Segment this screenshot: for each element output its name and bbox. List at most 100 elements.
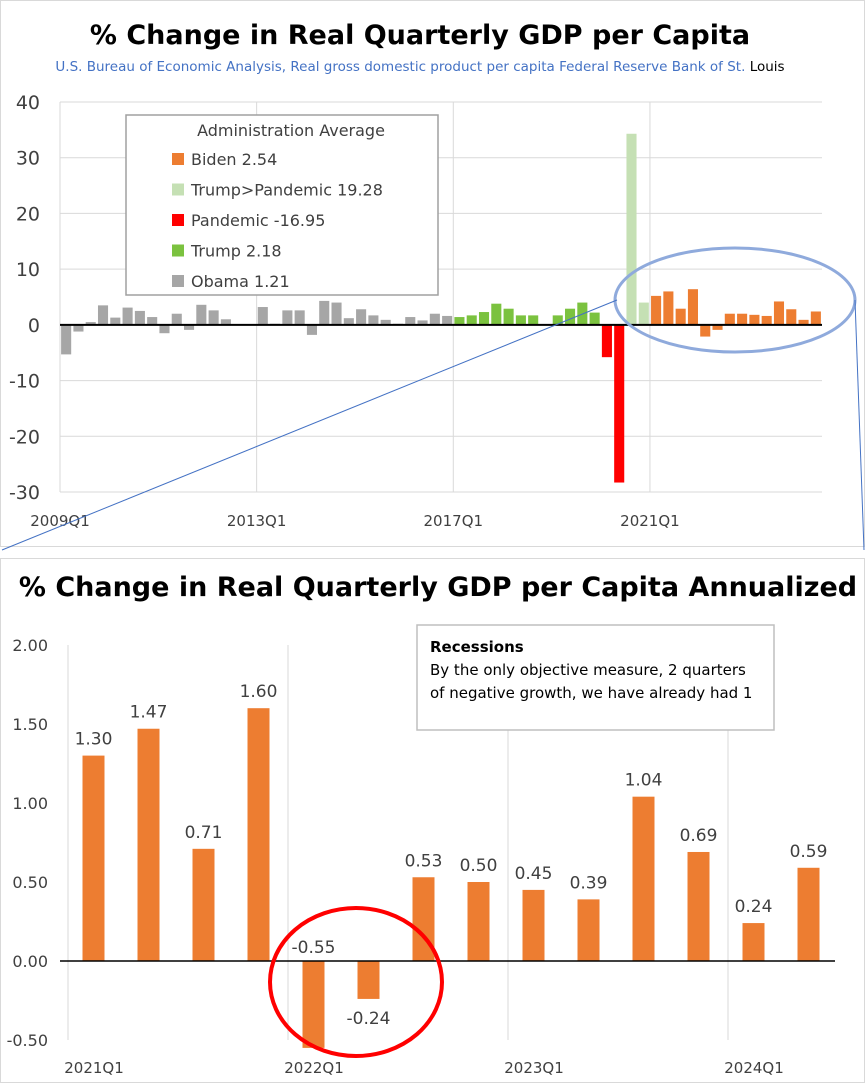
top-bar-obama <box>171 313 182 325</box>
top-bar-trump <box>589 312 600 325</box>
top-y-tick-label: 30 <box>16 148 40 170</box>
top-bar-biden <box>749 314 760 325</box>
top-bar-trump <box>515 315 526 325</box>
top-bar-obama <box>380 319 391 325</box>
top-bar-obama <box>85 322 96 325</box>
bottom-x-tick-label: 2021Q1 <box>64 1059 124 1077</box>
bottom-x-tick-label: 2024Q1 <box>724 1059 784 1077</box>
recessions-note-heading: Recessions <box>430 638 524 656</box>
top-bar-trump <box>454 317 465 325</box>
top-y-tick-label: -20 <box>9 426 40 448</box>
top-bar-trump <box>552 315 563 325</box>
bottom-chart-bars <box>60 708 835 1048</box>
top-bar-biden <box>773 301 785 325</box>
top-bar-obama <box>220 319 231 325</box>
bottom-bar <box>797 867 820 961</box>
bottom-data-label: -0.55 <box>292 938 336 958</box>
top-bar-biden <box>700 324 711 337</box>
top-bar-biden <box>675 308 686 325</box>
top-x-tick-label: 2013Q1 <box>227 512 287 530</box>
legend-label: Obama 1.21 <box>191 272 290 291</box>
top-bar-obama <box>343 318 354 325</box>
top-bar-obama <box>159 324 170 334</box>
top-bar-obama <box>429 313 440 325</box>
bottom-data-label: 1.04 <box>625 771 663 791</box>
legend-items: Biden 2.54 Trump>Pandemic 19.28 Pandemic -… <box>172 150 383 291</box>
top-bar-pandemic <box>601 324 612 358</box>
bottom-bar <box>137 728 160 961</box>
bottom-data-label: 1.60 <box>240 682 278 702</box>
top-bar-obama <box>208 310 219 325</box>
top-bar-biden <box>651 295 662 325</box>
top-bar-trump <box>528 315 539 325</box>
top-x-tick-label: 2017Q1 <box>424 512 484 530</box>
top-bar-obama <box>282 310 293 325</box>
bottom-x-tick-label: 2022Q1 <box>284 1059 344 1077</box>
top-bar-biden <box>724 313 735 325</box>
top-bar-obama <box>73 324 84 332</box>
legend-swatch <box>172 214 184 226</box>
bottom-data-label: 0.69 <box>680 826 718 846</box>
legend-swatch <box>172 244 184 257</box>
legend-swatch <box>172 275 184 287</box>
top-bar-obama <box>122 307 133 325</box>
bottom-y-tick-label: 1.50 <box>12 715 48 734</box>
bottom-chart-x-axis: 2021Q1 2022Q1 2023Q1 2024Q1 <box>64 1059 784 1077</box>
top-y-tick-label: -10 <box>9 371 40 393</box>
bottom-y-tick-label: 1.00 <box>12 794 48 813</box>
top-bar-trump-pandemic <box>626 133 637 325</box>
bottom-bar <box>577 899 600 961</box>
recessions-note-line-1: By the only objective measure, 2 quarter… <box>430 661 746 679</box>
bottom-data-label: 0.53 <box>405 851 443 871</box>
top-bar-obama <box>442 315 453 325</box>
top-bar-biden <box>687 289 698 325</box>
top-bar-biden <box>663 291 674 325</box>
top-chart-bars <box>60 133 822 483</box>
top-bar-obama <box>319 300 330 325</box>
legend-title: Administration Average <box>197 121 385 140</box>
bottom-chart-y-axis: 2.00 1.50 1.00 0.50 0.00 -0.50 <box>7 636 48 1050</box>
top-bar-obama <box>306 324 317 335</box>
top-y-tick-label: -30 <box>9 482 40 504</box>
bottom-bar <box>247 708 270 961</box>
top-bar-obama <box>294 310 305 325</box>
bottom-bar <box>742 923 765 961</box>
top-y-tick-label: 20 <box>16 203 40 225</box>
top-bar-trump <box>491 303 502 325</box>
top-bar-obama <box>134 310 145 325</box>
bottom-data-label: 0.71 <box>185 823 223 843</box>
top-bar-obama <box>184 324 195 330</box>
top-chart-subtitle: U.S. Bureau of Economic Analysis, Real g… <box>55 59 784 75</box>
bottom-y-tick-label: -0.50 <box>7 1031 48 1050</box>
zoom-connector-right <box>854 299 865 551</box>
top-bar-biden <box>737 313 748 325</box>
bottom-bar <box>467 882 490 961</box>
top-chart-x-axis: 2009Q1 2013Q1 2017Q1 2021Q1 <box>30 512 679 530</box>
bottom-bar <box>632 796 655 961</box>
top-bar-trump <box>503 308 514 325</box>
legend-swatch <box>172 153 184 165</box>
bottom-x-tick-label: 2023Q1 <box>504 1059 564 1077</box>
bottom-chart-data-labels: 1.30 1.47 0.71 1.60 -0.55 -0.24 0.53 0.50 0.45 0.… <box>75 682 828 1029</box>
top-bar-obama <box>368 315 379 325</box>
bottom-data-label: 0.39 <box>570 873 608 893</box>
top-bar-obama <box>97 305 109 325</box>
top-bar-biden <box>810 311 821 325</box>
bottom-data-label: 1.30 <box>75 730 113 750</box>
top-y-tick-label: 0 <box>28 315 40 337</box>
top-bar-biden <box>786 309 797 325</box>
top-bar-obama <box>417 320 428 325</box>
top-bar-trump <box>466 315 477 325</box>
bottom-data-label: 0.59 <box>790 842 828 862</box>
legend-box <box>125 114 439 296</box>
bottom-bar <box>192 848 215 961</box>
legend-label: Trump 2.18 <box>190 242 282 261</box>
legend-label: Pandemic -16.95 <box>191 211 325 230</box>
bottom-y-tick-label: 0.00 <box>12 952 48 971</box>
top-bar-obama <box>405 317 416 325</box>
top-bar-biden <box>798 319 809 325</box>
legend-label: Biden 2.54 <box>191 150 277 169</box>
top-x-tick-label: 2009Q1 <box>30 512 90 530</box>
bottom-data-label: -0.24 <box>347 1009 391 1029</box>
